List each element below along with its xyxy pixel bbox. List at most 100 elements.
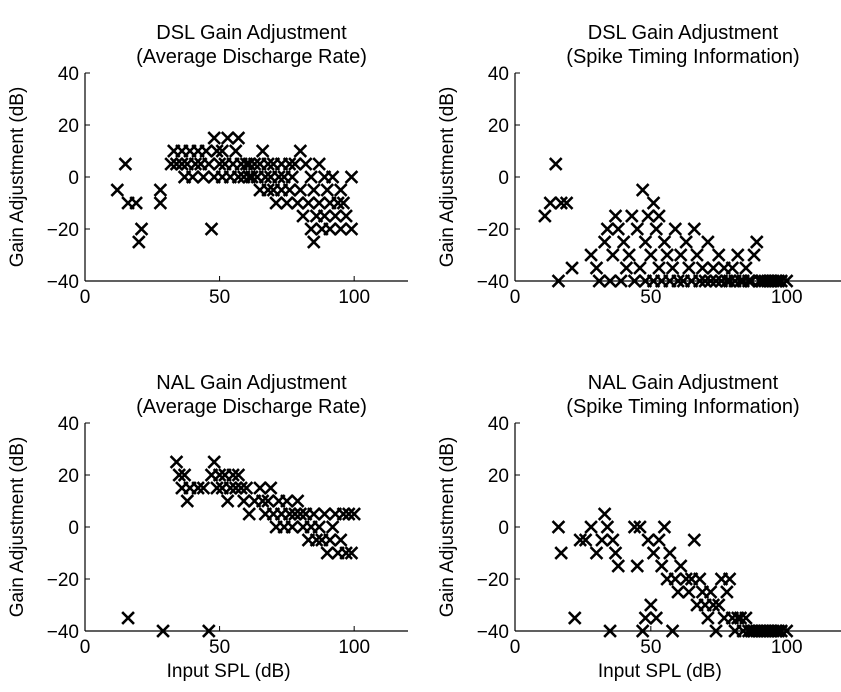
data-point xyxy=(690,248,704,262)
data-point xyxy=(739,261,753,275)
data-point xyxy=(333,183,348,197)
data-point xyxy=(306,235,321,249)
y-tick-label: −20 xyxy=(477,570,509,591)
data-point xyxy=(548,157,563,171)
data-point xyxy=(293,183,308,197)
data-point xyxy=(657,235,672,249)
data-point xyxy=(709,624,723,638)
subplot-4: NAL Gain Adjustment(Spike Timing Informa… xyxy=(437,372,841,682)
data-point xyxy=(646,546,661,560)
data-point xyxy=(641,533,655,547)
data-point xyxy=(538,209,552,223)
data-point xyxy=(288,157,302,171)
data-point xyxy=(285,520,300,534)
data-point xyxy=(611,222,626,236)
data-point xyxy=(779,624,794,638)
subplot-2: DSL Gain Adjustment(Spike Timing Informa… xyxy=(437,22,841,308)
data-point xyxy=(312,157,327,171)
data-point xyxy=(630,222,645,236)
data-point xyxy=(739,611,753,625)
data-point xyxy=(649,611,664,625)
data-point xyxy=(711,598,726,612)
data-point xyxy=(285,170,300,184)
data-point xyxy=(622,248,636,262)
data-point xyxy=(600,520,615,534)
data-point xyxy=(301,196,316,210)
data-point xyxy=(605,248,620,262)
data-point xyxy=(323,533,337,547)
data-point xyxy=(687,533,702,547)
y-tick-label: 20 xyxy=(488,116,509,137)
data-point xyxy=(347,507,362,521)
subplot-title-line: (Average Discharge Rate) xyxy=(136,46,367,68)
x-tick-label: 50 xyxy=(209,287,230,308)
x-axis-label: Input SPL (dB) xyxy=(598,661,722,682)
data-point xyxy=(554,546,569,560)
data-point xyxy=(673,248,688,262)
data-point xyxy=(779,274,794,288)
data-point xyxy=(720,585,734,599)
y-tick-label: 0 xyxy=(68,168,79,189)
data-point xyxy=(306,507,321,521)
data-point xyxy=(749,235,764,249)
data-point xyxy=(134,222,149,236)
data-point xyxy=(344,546,359,560)
y-tick-label: 20 xyxy=(58,116,79,137)
data-point xyxy=(239,481,254,495)
data-point xyxy=(185,170,200,184)
y-axis-label: Gain Adjustment (dB) xyxy=(7,437,28,618)
y-tick-label: 20 xyxy=(58,466,79,487)
data-point xyxy=(242,507,257,521)
data-point xyxy=(199,144,213,158)
y-tick-label: 40 xyxy=(488,414,509,435)
data-point xyxy=(627,274,642,288)
data-point xyxy=(196,170,211,184)
data-point xyxy=(589,261,604,275)
data-point xyxy=(665,261,680,275)
data-point xyxy=(578,533,593,547)
subplot-title-line: DSL Gain Adjustment xyxy=(588,22,779,44)
data-point xyxy=(280,494,294,508)
y-tick-label: 20 xyxy=(488,466,509,487)
data-point xyxy=(665,624,680,638)
data-point xyxy=(228,144,243,158)
data-point xyxy=(325,520,340,534)
y-tick-label: −20 xyxy=(477,220,509,241)
data-point xyxy=(730,248,745,262)
x-tick-label: 0 xyxy=(80,637,91,658)
data-point xyxy=(652,261,666,275)
data-point xyxy=(131,235,146,249)
y-axis-label: Gain Adjustment (dB) xyxy=(7,87,28,268)
data-point xyxy=(641,209,655,223)
data-point xyxy=(679,235,693,249)
x-tick-label: 50 xyxy=(640,637,661,658)
data-point xyxy=(663,546,677,560)
subplot-title-line: DSL Gain Adjustment xyxy=(156,22,347,44)
data-point xyxy=(312,196,327,210)
data-point xyxy=(261,494,275,508)
data-point xyxy=(703,585,718,599)
data-point xyxy=(589,546,604,560)
y-tick-label: 0 xyxy=(498,168,509,189)
data-point xyxy=(255,144,270,158)
data-point xyxy=(722,572,737,586)
data-point xyxy=(646,196,661,210)
data-point xyxy=(293,144,308,158)
data-point xyxy=(551,520,566,534)
data-point xyxy=(635,183,650,197)
data-point xyxy=(169,455,184,469)
data-point xyxy=(654,559,669,573)
y-tick-label: −40 xyxy=(477,272,509,293)
data-point xyxy=(638,235,653,249)
data-point xyxy=(668,572,683,586)
data-point xyxy=(673,559,688,573)
data-point xyxy=(701,611,715,625)
data-point xyxy=(323,222,337,236)
data-point xyxy=(711,248,726,262)
data-point xyxy=(290,196,305,210)
data-point xyxy=(682,585,696,599)
data-point xyxy=(603,624,617,638)
data-point xyxy=(153,196,168,210)
data-point xyxy=(597,235,612,249)
data-point xyxy=(668,222,683,236)
